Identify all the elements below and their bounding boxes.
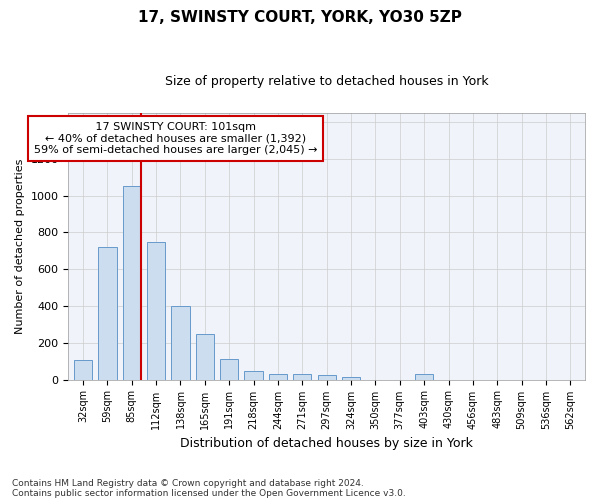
Bar — [415, 374, 433, 380]
Y-axis label: Number of detached properties: Number of detached properties — [15, 158, 25, 334]
Bar — [269, 374, 287, 380]
Bar — [220, 360, 238, 380]
Text: Contains public sector information licensed under the Open Government Licence v3: Contains public sector information licen… — [12, 488, 406, 498]
Bar — [147, 242, 165, 380]
Bar — [98, 247, 116, 380]
Bar — [293, 374, 311, 380]
Text: Contains HM Land Registry data © Crown copyright and database right 2024.: Contains HM Land Registry data © Crown c… — [12, 478, 364, 488]
X-axis label: Distribution of detached houses by size in York: Distribution of detached houses by size … — [180, 437, 473, 450]
Bar — [196, 334, 214, 380]
Bar — [122, 186, 141, 380]
Bar — [244, 370, 263, 380]
Bar — [74, 360, 92, 380]
Text: 17 SWINSTY COURT: 101sqm   
← 40% of detached houses are smaller (1,392)
59% of : 17 SWINSTY COURT: 101sqm ← 40% of detach… — [34, 122, 317, 155]
Bar — [317, 375, 336, 380]
Bar — [342, 377, 360, 380]
Text: 17, SWINSTY COURT, YORK, YO30 5ZP: 17, SWINSTY COURT, YORK, YO30 5ZP — [138, 10, 462, 25]
Bar — [172, 306, 190, 380]
Title: Size of property relative to detached houses in York: Size of property relative to detached ho… — [165, 75, 488, 88]
